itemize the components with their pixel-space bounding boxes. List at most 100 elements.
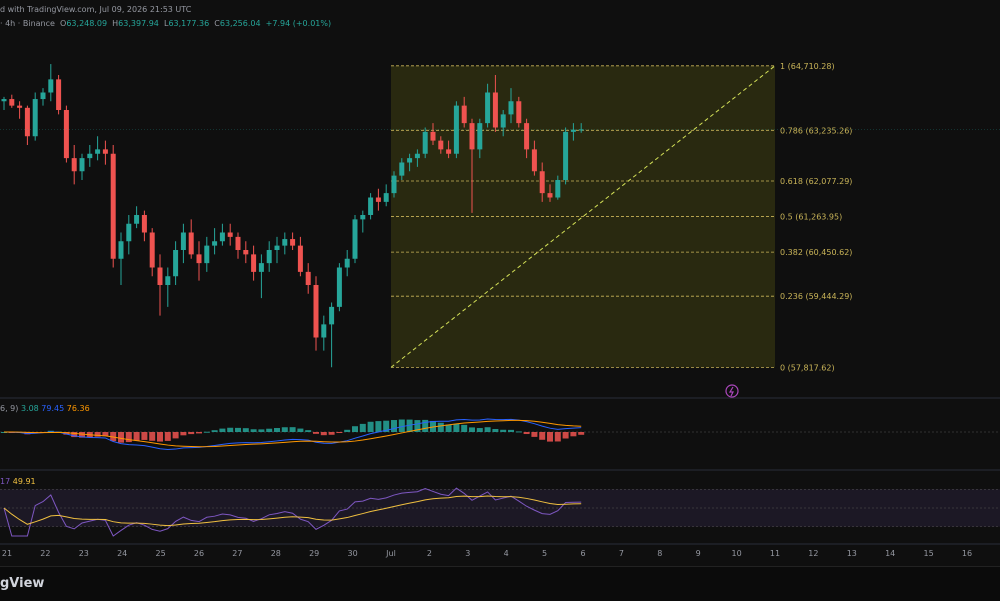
macd-histogram-bar [328,432,335,435]
x-axis-tick-label: 30 [348,549,358,558]
macd-histogram-bar [63,432,70,435]
candle-body [555,180,561,198]
macd-histogram-bar [430,420,436,432]
footer-bar: gView [0,566,1000,601]
candle-body [266,250,272,264]
candle-body [196,254,202,264]
candle-body [297,245,303,272]
macd-histogram-bar [508,429,514,432]
rsi-legend: 17 49.91 [0,477,36,486]
macd-histogram-bar [539,432,546,440]
x-axis-tick-label: 11 [770,549,780,558]
candle-body [40,92,46,100]
macd-histogram-bar [500,429,507,432]
x-axis-tick-label: 27 [232,549,242,558]
candle-body [24,107,30,137]
candle-body [453,105,459,154]
macd-histogram-bar [219,428,226,432]
candle-body [524,123,530,150]
x-axis-tick-label: 28 [271,549,281,558]
high-value: 63,397.94 [118,19,159,28]
x-axis-tick-label: 5 [542,549,547,558]
macd-histogram-bar [258,429,265,432]
close-label: C [214,19,220,28]
x-axis-tick-label: 9 [696,549,701,558]
macd-histogram-bar [305,430,312,432]
macd-histogram-bar [196,432,202,434]
symbol-label: · 4h · Binance [0,19,55,28]
price-chart[interactable]: 1 (64,710.28) 0.786 (63,235.26) 0.618 (62,… [0,0,1000,566]
candle-body [422,131,428,154]
candle-body [375,197,381,202]
candle-body [48,79,54,93]
candle-body [321,324,327,338]
candle-body [360,215,366,220]
macd-params: 6, 9) [0,404,19,413]
macd-histogram-bar [149,432,156,441]
candle-body [63,110,69,159]
x-axis-tick-label: 3 [465,549,470,558]
candle-body [251,254,257,272]
tradingview-logo: gView [0,576,45,591]
macd-histogram-bar [102,432,109,437]
fib-level-label: 0.5 (61,263.95) [780,213,842,222]
candle-body [383,193,389,202]
candle-body [407,158,413,163]
macd-histogram-bar [398,419,405,432]
macd-histogram-bar [375,421,382,432]
candle-body [134,215,140,224]
flash-icon[interactable] [725,384,739,398]
rsi-value: 49.91 [12,477,36,486]
x-axis-tick-label: 8 [657,549,662,558]
candle-body [539,171,545,194]
candle-body [500,114,506,128]
candle-body [391,175,397,194]
candle-body [414,153,420,159]
macd-histogram-bar [172,432,179,439]
fib-level-label: 0.236 (59,444.29) [780,292,852,301]
candle-body [469,123,475,150]
macd-histogram-bar [274,428,280,432]
candle-body [102,149,108,154]
candle-body [110,153,116,259]
candle-body [563,131,569,180]
high-label: H [112,19,119,28]
macd-histogram-bar [469,427,475,432]
candle-body [508,101,514,115]
macd-histogram-bar [79,432,85,438]
macd-histogram-bar [578,432,585,435]
candle-body [313,285,319,338]
macd-histogram-bar [188,432,195,435]
macd-histogram-bar [562,432,569,439]
fib-level-label: 0 (57,817.62) [780,363,835,372]
candle-body [141,215,147,233]
macd-histogram-bar [118,432,124,443]
candle-body [352,219,358,259]
candle-body [9,99,15,106]
candle-body [578,129,584,131]
candle-body [212,241,218,246]
macd-histogram-bar [476,428,483,432]
candle-body [531,149,537,172]
macd-histogram-bar [313,432,319,434]
change-value: +7.94 (+0.01%) [265,19,332,28]
open-label: O [60,19,67,28]
macd-legend: 6, 9) 3.08 79.45 76.36 [0,404,90,413]
candle-body [430,131,436,141]
candle-body [79,158,85,172]
macd-histogram-bar [266,428,273,432]
fib-trend-line [390,65,776,368]
macd-histogram-bar [383,420,390,432]
macd-line [3,418,582,451]
fib-level-label: 1 (64,710.28) [780,62,835,71]
candle-body [235,236,241,250]
x-axis-tick-label: 21 [2,549,12,558]
candle-body [274,245,280,250]
macd-histogram-bar [414,420,421,432]
candle-body [282,239,288,246]
candle-body [157,267,163,285]
macd-histogram-bar [320,432,327,436]
macd-histogram-bar [367,421,374,432]
x-axis-tick-label: 13 [847,549,857,558]
candle-body [492,92,498,128]
